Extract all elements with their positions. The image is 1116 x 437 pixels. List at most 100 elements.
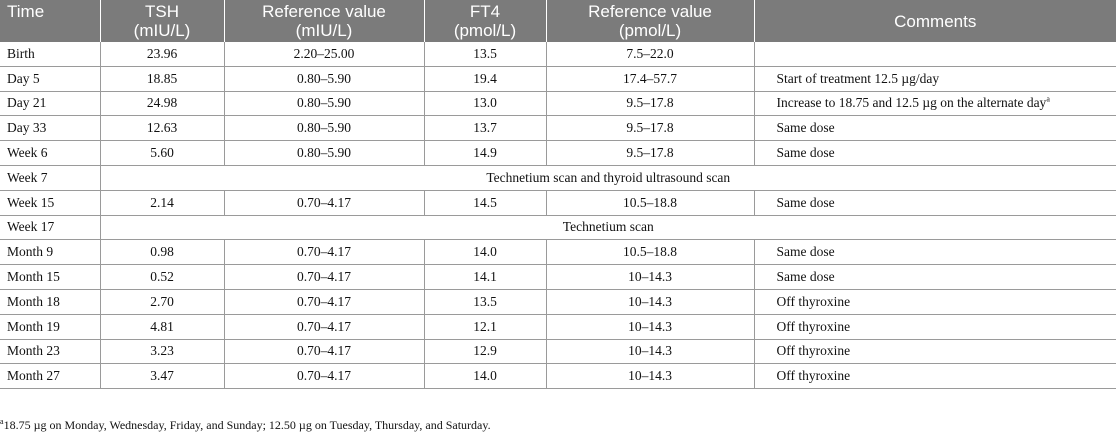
cell-tsh: 2.14 bbox=[100, 190, 225, 216]
cell-time: Month 18 bbox=[0, 289, 101, 315]
cell-tsh-reference: 0.70–4.17 bbox=[224, 264, 425, 290]
header-label: Reference value bbox=[588, 2, 712, 21]
cell-comment: Same dose bbox=[754, 115, 1116, 142]
cell-ft4: 13.5 bbox=[424, 289, 547, 315]
cell-procedure-note: Technetium scan bbox=[100, 215, 1116, 241]
footnote-marker: a bbox=[1046, 94, 1050, 104]
comment-text: Same dose bbox=[776, 269, 835, 285]
table-row: Month 18 2.70 0.70–4.17 13.5 10–14.3 Off thyr… bbox=[0, 289, 1116, 315]
lab-results-table: Time TSH (mIU/L) Reference value (mIU/L) FT4(… bbox=[0, 0, 1116, 390]
table-row: Day 21 24.98 0.80–5.90 13.0 9.5–17.8 Increase… bbox=[0, 91, 1116, 117]
comment-text: Same dose bbox=[776, 145, 835, 161]
cell-tsh: 5.60 bbox=[100, 140, 225, 166]
cell-comment: Off thyroxine bbox=[754, 289, 1116, 315]
cell-tsh-reference: 0.70–4.17 bbox=[224, 190, 425, 216]
header-unit: (pmol/L) bbox=[618, 21, 682, 40]
cell-tsh: 12.63 bbox=[100, 115, 225, 142]
cell-tsh-reference: 0.70–4.17 bbox=[224, 339, 425, 365]
cell-comment: Same dose bbox=[754, 190, 1116, 216]
cell-ft4: 13.7 bbox=[424, 115, 547, 142]
comment-text: Off thyroxine bbox=[776, 318, 851, 334]
cell-time: Week 15 bbox=[0, 190, 101, 216]
cell-ft4-reference: 17.4–57.7 bbox=[546, 66, 755, 92]
header-time: Time bbox=[0, 0, 101, 42]
table-row: Day 33 12.63 0.80–5.90 13.7 9.5–17.8 Same dos… bbox=[0, 115, 1116, 142]
comment-text: Off thyroxine bbox=[776, 343, 851, 359]
cell-comment: Same dose bbox=[754, 264, 1116, 290]
cell-tsh-reference: 0.70–4.17 bbox=[224, 289, 425, 315]
cell-comment: Same dose bbox=[754, 140, 1116, 166]
cell-ft4-reference: 10–14.3 bbox=[546, 363, 755, 390]
table-row: Week 17 Technetium scan bbox=[0, 215, 1116, 241]
cell-ft4-reference: 9.5–17.8 bbox=[546, 91, 755, 117]
comment-text: Same dose bbox=[776, 194, 835, 210]
cell-ft4: 14.5 bbox=[424, 190, 547, 216]
cell-comment: Start of treatment 12.5 µg/day bbox=[754, 66, 1116, 92]
table-row: Day 5 18.85 0.80–5.90 19.4 17.4–57.7 Start of… bbox=[0, 66, 1116, 92]
cell-time: Day 33 bbox=[0, 115, 101, 142]
table-header: Time TSH (mIU/L) Reference value (mIU/L) FT4(… bbox=[0, 0, 1116, 42]
table-row: Week 15 2.14 0.70–4.17 14.5 10.5–18.8 Same do… bbox=[0, 190, 1116, 216]
table-row: Month 27 3.47 0.70–4.17 14.0 10–14.3 Off thyr… bbox=[0, 363, 1116, 390]
cell-tsh: 18.85 bbox=[100, 66, 225, 92]
cell-ft4-reference: 10–14.3 bbox=[546, 289, 755, 315]
cell-time: Week 6 bbox=[0, 140, 101, 166]
header-ft4: FT4 (pmol/L) bbox=[424, 0, 547, 42]
cell-time: Month 15 bbox=[0, 264, 101, 290]
header-unit: (mIU/L) bbox=[133, 21, 191, 40]
header-label: Comments bbox=[894, 11, 977, 31]
header-row: Time TSH (mIU/L) Reference value (mIU/L) FT4(… bbox=[0, 0, 1116, 42]
table-row: Month 19 4.81 0.70–4.17 12.1 10–14.3 Off thyr… bbox=[0, 314, 1116, 340]
cell-time: Month 23 bbox=[0, 339, 101, 365]
cell-ft4: 14.0 bbox=[424, 363, 547, 390]
cell-time: Month 19 bbox=[0, 314, 101, 340]
cell-procedure-note: Technetium scan and thyroid ultrasound s… bbox=[100, 165, 1116, 191]
cell-tsh-reference: 0.80–5.90 bbox=[224, 140, 425, 166]
footnote-text: 18.75 µg on Monday, Wednesday, Friday, a… bbox=[3, 418, 491, 432]
header-label: Reference value bbox=[262, 2, 386, 21]
comment-text: Same dose bbox=[776, 120, 835, 136]
table-row: Month 23 3.23 0.70–4.17 12.9 10–14.3 Off thyr… bbox=[0, 339, 1116, 365]
cell-tsh: 4.81 bbox=[100, 314, 225, 340]
cell-ft4-reference: 10.5–18.8 bbox=[546, 239, 755, 266]
header-label: Time bbox=[7, 2, 45, 21]
header-tsh-reference: Reference value (mIU/L) bbox=[224, 0, 425, 42]
comment-text: Off thyroxine bbox=[776, 368, 851, 384]
cell-ft4-reference: 10–14.3 bbox=[546, 339, 755, 365]
cell-comment: Off thyroxine bbox=[754, 363, 1116, 390]
cell-ft4-reference: 9.5–17.8 bbox=[546, 115, 755, 142]
table-row: Month 9 0.98 0.70–4.17 14.0 10.5–18.8 Same do… bbox=[0, 239, 1116, 266]
cell-tsh-reference: 0.80–5.90 bbox=[224, 66, 425, 92]
cell-comment bbox=[754, 42, 1116, 67]
cell-tsh: 3.47 bbox=[100, 363, 225, 390]
header-label: FT4 bbox=[469, 2, 501, 21]
cell-ft4: 14.9 bbox=[424, 140, 547, 166]
cell-ft4-reference: 9.5–17.8 bbox=[546, 140, 755, 166]
table-footnote: a18.75 µg on Monday, Wednesday, Friday, … bbox=[0, 418, 491, 433]
comment-text: Off thyroxine bbox=[776, 293, 851, 309]
table-row: Birth 23.96 2.20–25.00 13.5 7.5–22.0 bbox=[0, 42, 1116, 67]
table-row: Week 7 Technetium scan and thyroid ultras… bbox=[0, 165, 1116, 191]
cell-ft4-reference: 7.5–22.0 bbox=[546, 42, 755, 67]
cell-comment: Increase to 18.75 and 12.5 µg on the alt… bbox=[754, 91, 1116, 117]
cell-time: Birth bbox=[0, 42, 101, 67]
cell-time: Week 17 bbox=[0, 215, 101, 241]
comment-text: Same dose bbox=[776, 244, 835, 260]
cell-comment: Off thyroxine bbox=[754, 339, 1116, 365]
header-unit: (pmol/L) bbox=[453, 21, 517, 40]
cell-time: Month 27 bbox=[0, 363, 101, 390]
cell-ft4: 19.4 bbox=[424, 66, 547, 92]
comment-text: Increase to 18.75 and 12.5 µg on the alt… bbox=[776, 95, 1047, 111]
cell-time: Month 9 bbox=[0, 239, 101, 266]
cell-tsh-reference: 2.20–25.00 bbox=[224, 42, 425, 67]
cell-tsh-reference: 0.70–4.17 bbox=[224, 239, 425, 266]
cell-tsh: 23.96 bbox=[100, 42, 225, 67]
cell-time: Day 5 bbox=[0, 66, 101, 92]
header-tsh: TSH (mIU/L) bbox=[100, 0, 225, 42]
cell-tsh: 0.98 bbox=[100, 239, 225, 266]
cell-ft4: 14.1 bbox=[424, 264, 547, 290]
header-ft4-reference: Reference value (pmol/L) bbox=[546, 0, 755, 42]
comment-text: Start of treatment 12.5 µg/day bbox=[776, 70, 940, 86]
header-unit: (mIU/L) bbox=[295, 21, 353, 40]
header-comments: Comments bbox=[754, 0, 1116, 42]
